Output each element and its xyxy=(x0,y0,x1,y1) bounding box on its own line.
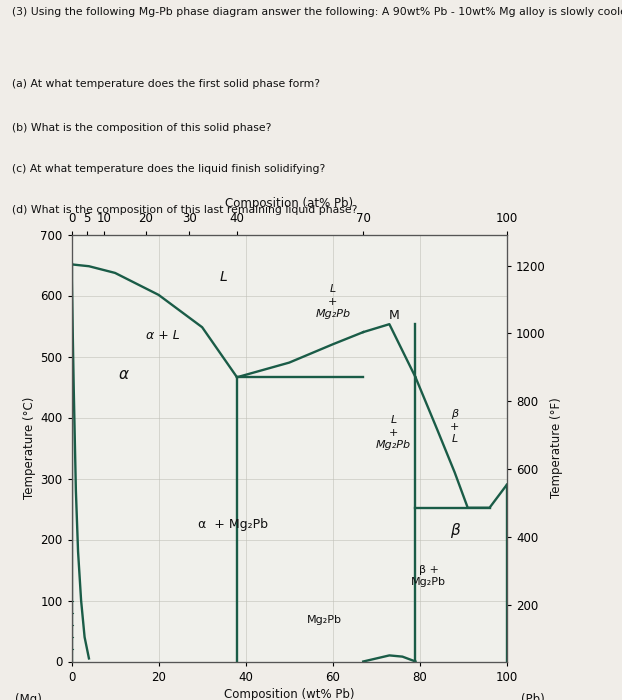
Text: (Mg): (Mg) xyxy=(14,693,42,700)
Text: (b) What is the composition of this solid phase?: (b) What is the composition of this soli… xyxy=(12,122,272,132)
X-axis label: Composition (wt% Pb): Composition (wt% Pb) xyxy=(224,687,355,700)
Text: β: β xyxy=(450,523,460,538)
Text: (Pb): (Pb) xyxy=(521,693,545,700)
Text: β
+
L: β + L xyxy=(450,410,460,444)
Text: (a) At what temperature does the first solid phase form?: (a) At what temperature does the first s… xyxy=(12,79,320,90)
Text: L
+
Mg₂Pb: L + Mg₂Pb xyxy=(315,284,350,319)
X-axis label: Composition (at% Pb): Composition (at% Pb) xyxy=(225,197,353,210)
Text: (d) What is the composition of this last remaining liquid phase?: (d) What is the composition of this last… xyxy=(12,205,358,215)
Y-axis label: Temperature (°F): Temperature (°F) xyxy=(550,398,563,498)
Text: β +
Mg₂Pb: β + Mg₂Pb xyxy=(411,565,446,587)
Text: L
+
Mg₂Pb: L + Mg₂Pb xyxy=(376,415,411,450)
Text: α: α xyxy=(119,368,129,382)
Text: L: L xyxy=(220,270,228,284)
Text: α + L: α + L xyxy=(146,329,180,342)
Text: M: M xyxy=(388,309,399,322)
Text: (3) Using the following Mg-Pb phase diagram answer the following: A 90wt% Pb - 1: (3) Using the following Mg-Pb phase diag… xyxy=(12,7,622,17)
Text: (c) At what temperature does the liquid finish solidifying?: (c) At what temperature does the liquid … xyxy=(12,164,326,174)
Text: α  + Mg₂Pb: α + Mg₂Pb xyxy=(198,518,267,531)
Text: Mg₂Pb: Mg₂Pb xyxy=(307,615,341,625)
Y-axis label: Temperature (°C): Temperature (°C) xyxy=(23,397,36,499)
